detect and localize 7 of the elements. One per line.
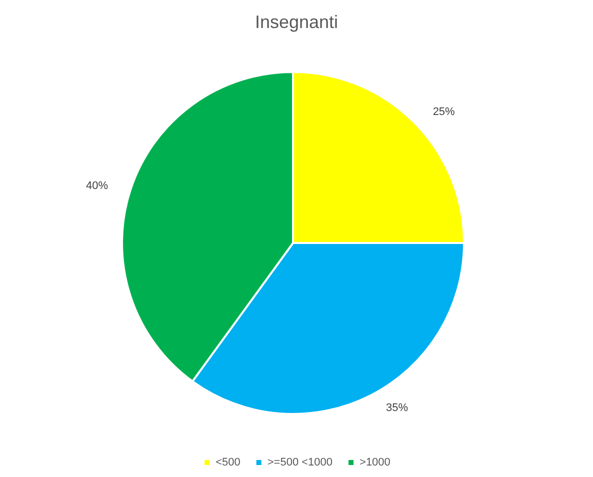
chart-title: Insegnanti [254,12,338,32]
data-label: 25% [432,106,456,118]
data-label: 40% [86,180,108,192]
data-label: 35% [386,402,408,414]
legend-label: <500 [216,456,240,468]
legend-label: >=500 <1000 [267,456,333,468]
legend-label: >1000 [360,456,390,468]
